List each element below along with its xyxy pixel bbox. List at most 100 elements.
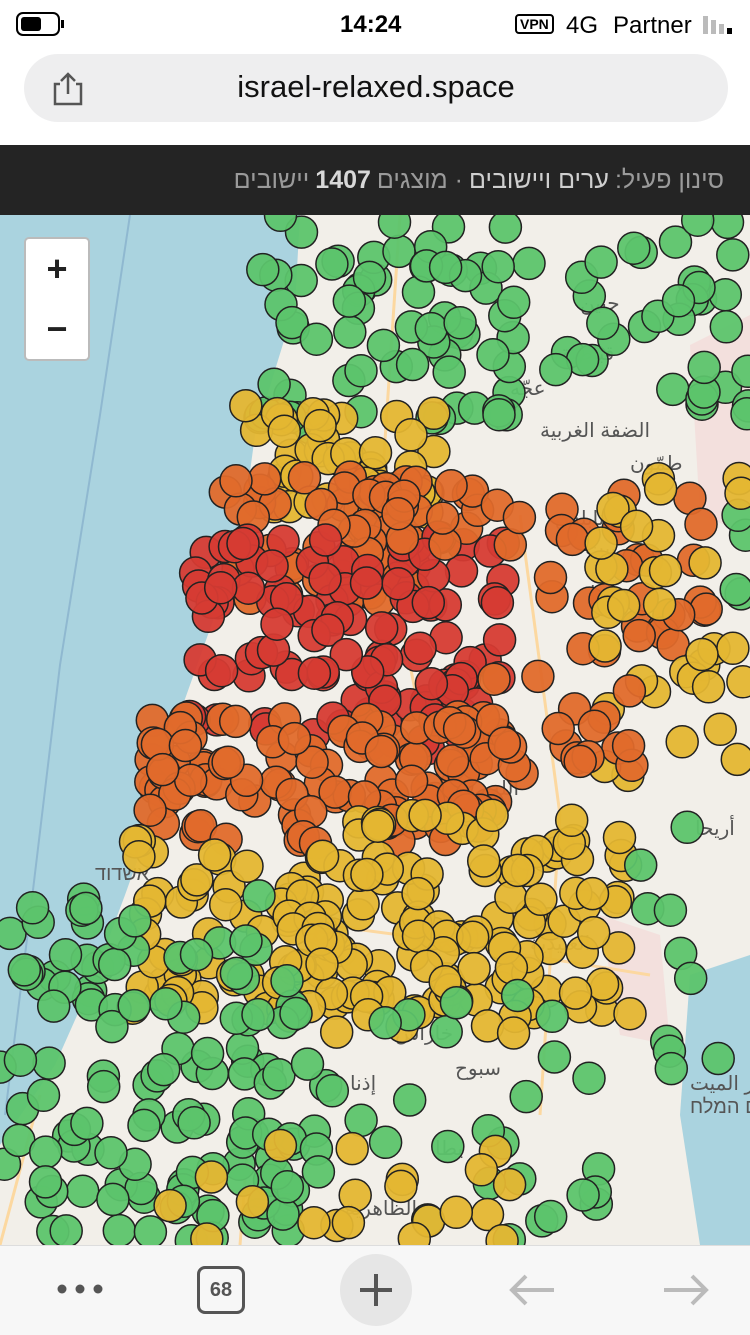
settlement-marker[interactable]	[686, 639, 718, 671]
settlement-marker[interactable]	[351, 859, 383, 891]
settlement-marker[interactable]	[382, 498, 414, 530]
settlement-marker[interactable]	[589, 630, 621, 662]
settlement-marker[interactable]	[256, 550, 288, 582]
settlement-marker[interactable]	[271, 965, 303, 997]
settlement-marker[interactable]	[220, 705, 252, 737]
settlement-marker[interactable]	[134, 1216, 166, 1245]
settlement-marker[interactable]	[298, 657, 330, 689]
settlement-marker[interactable]	[181, 939, 213, 971]
settlement-marker[interactable]	[671, 811, 703, 843]
settlement-marker[interactable]	[280, 998, 312, 1030]
settlement-marker[interactable]	[385, 1170, 417, 1202]
settlement-marker[interactable]	[175, 764, 207, 796]
settlement-marker[interactable]	[685, 508, 717, 540]
settlement-marker[interactable]	[427, 502, 459, 534]
settlement-marker[interactable]	[579, 710, 611, 742]
settlement-marker[interactable]	[206, 655, 238, 687]
settlement-marker[interactable]	[103, 1215, 135, 1245]
settlement-marker[interactable]	[150, 988, 182, 1020]
settlement-marker[interactable]	[444, 307, 476, 339]
settlement-marker[interactable]	[578, 917, 610, 949]
settlement-marker[interactable]	[484, 624, 516, 656]
settlement-marker[interactable]	[585, 527, 617, 559]
tabs-button[interactable]: 68	[197, 1266, 245, 1314]
settlement-marker[interactable]	[613, 675, 645, 707]
settlement-marker[interactable]	[396, 765, 428, 797]
settlement-marker[interactable]	[243, 880, 275, 912]
settlement-marker[interactable]	[666, 726, 698, 758]
settlement-marker[interactable]	[28, 1079, 60, 1111]
settlement-marker[interactable]	[538, 1041, 570, 1073]
settlement-marker[interactable]	[644, 588, 676, 620]
settlement-marker[interactable]	[88, 1071, 120, 1103]
settlement-marker[interactable]	[725, 477, 750, 509]
settlement-marker[interactable]	[522, 660, 554, 692]
settlement-marker[interactable]	[404, 632, 436, 664]
settlement-marker[interactable]	[573, 1062, 605, 1094]
settlement-marker[interactable]	[38, 990, 70, 1022]
settlement-marker[interactable]	[347, 888, 379, 920]
settlement-marker[interactable]	[483, 399, 515, 431]
settlement-marker[interactable]	[721, 743, 750, 775]
settlement-marker[interactable]	[478, 663, 510, 695]
settlement-marker[interactable]	[370, 1126, 402, 1158]
settlement-marker[interactable]	[525, 883, 557, 915]
settlement-marker[interactable]	[645, 473, 677, 505]
settlement-marker[interactable]	[97, 1183, 129, 1215]
forward-button[interactable]	[662, 1272, 710, 1308]
settlement-marker[interactable]	[488, 727, 520, 759]
settlement-marker[interactable]	[675, 962, 707, 994]
settlement-marker[interactable]	[50, 939, 82, 971]
settlement-marker[interactable]	[362, 810, 394, 842]
settlement-marker[interactable]	[494, 1169, 526, 1201]
settlement-marker[interactable]	[510, 1081, 542, 1113]
settlement-marker[interactable]	[334, 316, 366, 348]
settlement-marker[interactable]	[147, 754, 179, 786]
settlement-marker[interactable]	[502, 980, 534, 1012]
settlement-marker[interactable]	[710, 311, 742, 343]
settlement-marker[interactable]	[403, 920, 435, 952]
settlement-marker[interactable]	[178, 1107, 210, 1139]
settlement-marker[interactable]	[702, 1043, 734, 1075]
settlement-marker[interactable]	[227, 528, 259, 560]
settlement-marker[interactable]	[279, 723, 311, 755]
settlement-marker[interactable]	[625, 849, 657, 881]
back-button[interactable]	[508, 1272, 556, 1308]
settlement-marker[interactable]	[382, 568, 414, 600]
settlement-marker[interactable]	[95, 1137, 127, 1169]
settlement-marker[interactable]	[623, 620, 655, 652]
settlement-marker[interactable]	[415, 668, 447, 700]
settlement-marker[interactable]	[123, 841, 155, 873]
settlement-marker[interactable]	[134, 794, 166, 826]
settlement-marker[interactable]	[148, 1054, 180, 1086]
settlement-marker[interactable]	[67, 1175, 99, 1207]
settlement-marker[interactable]	[298, 1207, 330, 1239]
settlement-marker[interactable]	[567, 1179, 599, 1211]
settlement-marker[interactable]	[477, 339, 509, 371]
settlement-marker[interactable]	[608, 590, 640, 622]
settlement-marker[interactable]	[457, 921, 489, 953]
settlement-marker[interactable]	[397, 349, 429, 381]
settlement-marker[interactable]	[307, 840, 339, 872]
settlement-marker[interactable]	[720, 574, 750, 606]
settlement-marker[interactable]	[415, 313, 447, 345]
settlement-marker[interactable]	[657, 373, 689, 405]
settlement-marker[interactable]	[205, 572, 237, 604]
settlement-marker[interactable]	[231, 850, 263, 882]
settlement-marker[interactable]	[560, 977, 592, 1009]
settlement-marker[interactable]	[310, 524, 342, 556]
settlement-marker[interactable]	[502, 854, 534, 886]
settlement-marker[interactable]	[503, 502, 535, 534]
settlement-marker[interactable]	[33, 1047, 65, 1079]
settlement-marker[interactable]	[118, 990, 150, 1022]
settlement-marker[interactable]	[17, 892, 49, 924]
settlement-marker[interactable]	[249, 463, 281, 495]
settlement-marker[interactable]	[689, 547, 721, 579]
settlement-marker[interactable]	[316, 1075, 348, 1107]
settlement-marker[interactable]	[30, 1166, 62, 1198]
settlement-marker[interactable]	[212, 746, 244, 778]
new-tab-button[interactable]	[340, 1254, 412, 1326]
zoom-out[interactable]: −	[24, 299, 90, 361]
settlement-marker[interactable]	[333, 285, 365, 317]
